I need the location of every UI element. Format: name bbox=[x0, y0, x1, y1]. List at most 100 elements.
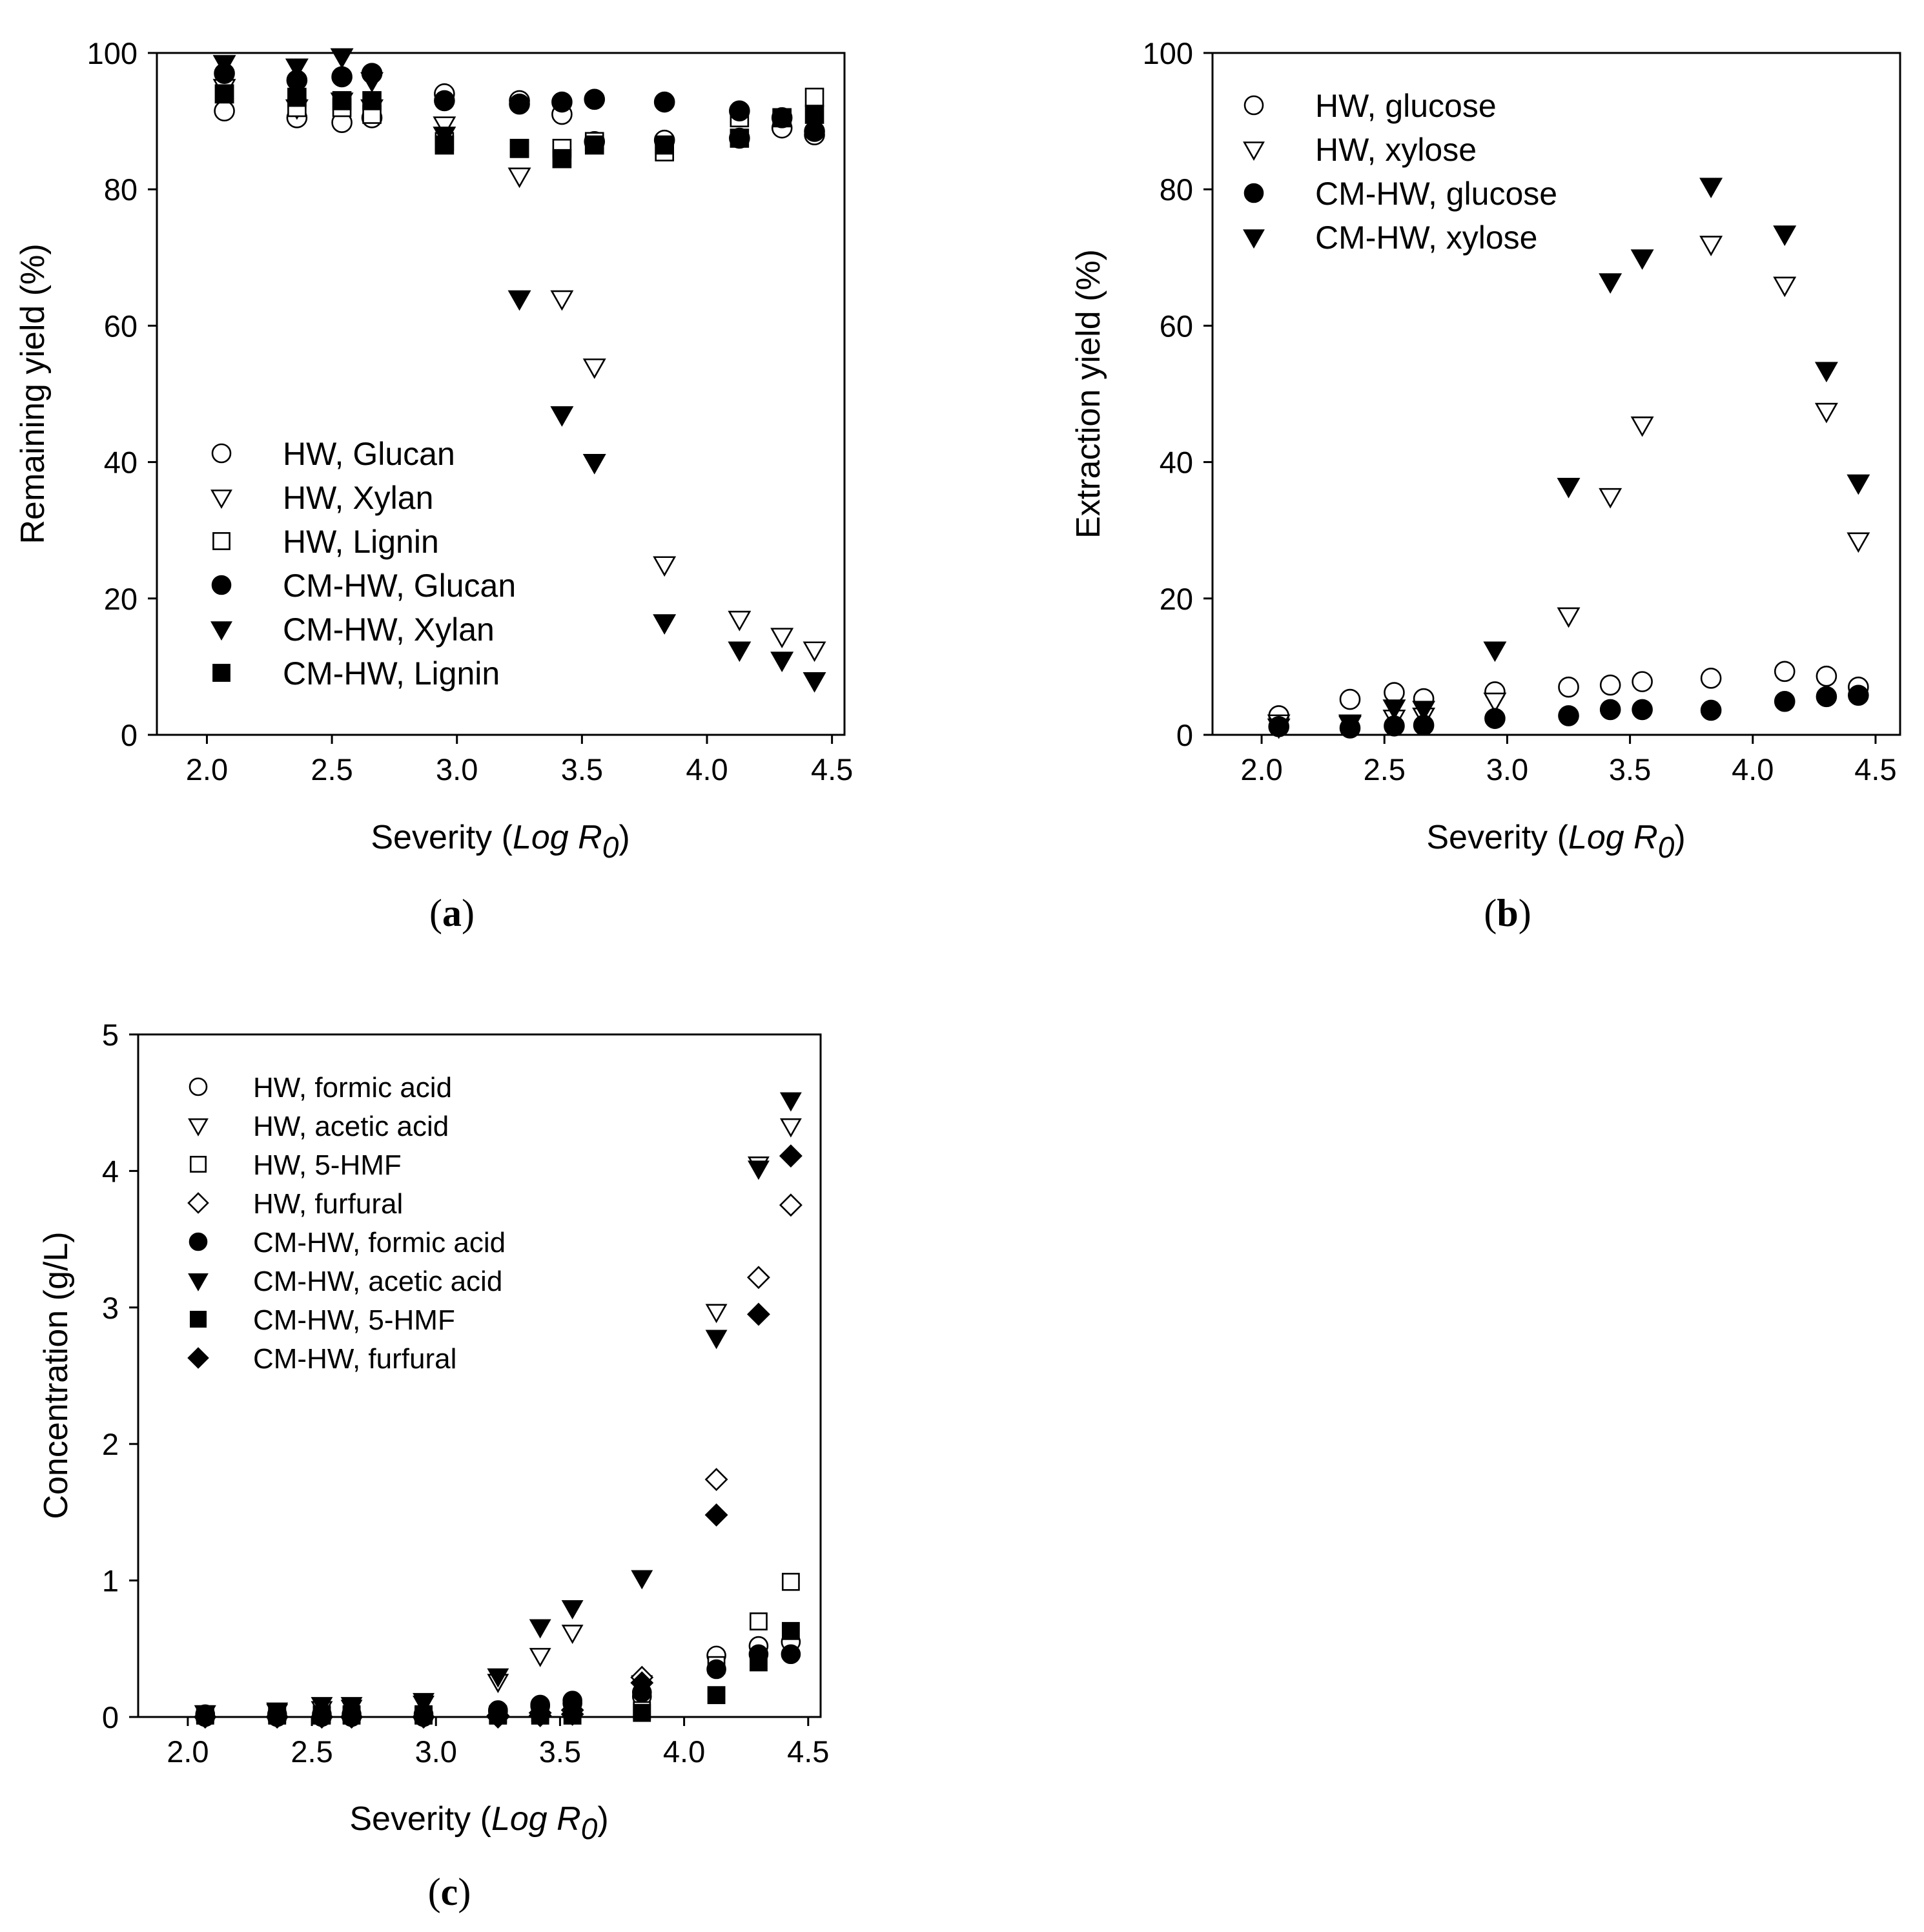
panel-c-x-axis-label-prefix: Severity ( bbox=[349, 1800, 491, 1838]
panel-a-y-tick-label: 60 bbox=[104, 309, 138, 343]
panel-b-point-cm-hw-xylose bbox=[1630, 249, 1654, 270]
panel-a-point-cm-hw-xylan bbox=[360, 72, 384, 93]
panel-c-x-tick-label: 3.5 bbox=[539, 1734, 581, 1769]
panel-c-legend-label: CM-HW, 5-HMF bbox=[253, 1304, 455, 1336]
panel-c-legend-label: CM-HW, acetic acid bbox=[253, 1266, 502, 1297]
panel-c-legend-marker bbox=[188, 1273, 209, 1291]
panel-b-point-cm-hw-xylose bbox=[1773, 225, 1797, 246]
panel-c-legend-marker bbox=[187, 1347, 209, 1369]
panel-c-ticks: 2.0 2.5 3.0 3.5 4.0 4.5 0 1 2 3 4 5 bbox=[102, 1018, 830, 1769]
panel-a-legend: HW, Glucan HW, Xylan HW, Lignin CM-HW, Gluc… bbox=[210, 436, 516, 692]
panel-c-y-axis-label: Concentration (g/L) bbox=[37, 1231, 75, 1519]
panel-a-legend-label: CM-HW, Lignin bbox=[283, 655, 500, 692]
panel-a-x-axis-label-sub: 0 bbox=[602, 830, 619, 864]
panel-a-x-tick-label: 3.0 bbox=[436, 752, 478, 786]
panel-a-point-cm-hw-lignin bbox=[730, 128, 750, 148]
panel-c-legend-label: CM-HW, formic acid bbox=[253, 1227, 506, 1259]
panel-b-point-cm-hw-glucose bbox=[1700, 699, 1722, 721]
panel-a-point-hw-glucan bbox=[214, 100, 235, 122]
panel-a-point-cm-hw-glucan bbox=[729, 100, 750, 122]
panel-b-point-cm-hw-xylose bbox=[1599, 273, 1622, 294]
panel-c-point-cm-hw-furfural bbox=[630, 1671, 654, 1695]
panel-a-legend-marker bbox=[210, 621, 232, 641]
panel-a-legend-item: HW, Glucan bbox=[211, 436, 455, 472]
panel-a-x-axis-label-close: ) bbox=[619, 819, 629, 856]
panel-a-point-cm-hw-glucan bbox=[804, 121, 825, 142]
panel-b-x-axis-label-prefix: Severity ( bbox=[1426, 819, 1568, 856]
panel-c-point-cm-hw-furfural bbox=[486, 1705, 510, 1729]
panel-a-series-cm-hw-lignin bbox=[214, 84, 824, 169]
panel-c-point-hw-furfural bbox=[779, 1193, 803, 1217]
panel-c-point-cm-hw-5-hmf bbox=[750, 1653, 768, 1672]
panel-b-point-cm-hw-glucose bbox=[1484, 708, 1506, 729]
panel-c-point-cm-hw-acetic-acid bbox=[487, 1668, 509, 1688]
panel-c-legend-item: CM-HW, acetic acid bbox=[188, 1266, 502, 1297]
panel-a-point-cm-hw-lignin bbox=[772, 108, 792, 128]
panel-c-point-hw-acetic-acid bbox=[705, 1304, 728, 1324]
panel-a-y-tick-label: 40 bbox=[104, 446, 138, 480]
panel-a-point-cm-hw-xylan bbox=[770, 652, 794, 672]
panel-a-point-cm-hw-glucan bbox=[331, 66, 353, 88]
panel-c-legend-label: HW, 5-HMF bbox=[253, 1149, 402, 1181]
panel-c-point-hw-furfural bbox=[746, 1266, 770, 1290]
panel-b-point-cm-hw-glucose bbox=[1774, 690, 1796, 712]
panel-b-x-tick-label: 3.5 bbox=[1609, 752, 1651, 786]
panel-c-legend-marker bbox=[189, 1156, 207, 1173]
panel-a-point-cm-hw-glucan bbox=[434, 90, 455, 112]
panel-a-x-tick-label: 4.0 bbox=[686, 752, 728, 786]
panel-c-marks bbox=[193, 1092, 803, 1729]
panel-a-label: (a) bbox=[429, 892, 475, 934]
panel-a-y-tick-label: 100 bbox=[87, 36, 138, 70]
panel-c-legend-item: HW, furfural bbox=[187, 1188, 403, 1220]
panel-b-legend-item: HW, glucose bbox=[1243, 88, 1497, 124]
panel-c-legend-marker bbox=[189, 1311, 207, 1328]
panel-c-y-tick-label: 0 bbox=[102, 1700, 119, 1734]
panel-b-x-tick-label: 2.5 bbox=[1364, 752, 1406, 786]
panel-c-series-cm-hw-acetic-acid bbox=[194, 1092, 802, 1725]
panel-c-point-cm-hw-furfural bbox=[265, 1705, 289, 1729]
panel-b-point-cm-hw-xylose bbox=[1412, 701, 1436, 722]
panel-c-point-cm-hw-5-hmf bbox=[633, 1703, 651, 1722]
panel-c-legend-label: HW, furfural bbox=[253, 1188, 403, 1220]
panel-b-y-axis-label: Extraction yield (%) bbox=[1070, 249, 1107, 539]
panel-a-point-cm-hw-glucan bbox=[551, 91, 573, 113]
panel-c-point-cm-hw-acetic-acid bbox=[561, 1600, 584, 1619]
panel-b-y-tick-label: 0 bbox=[1176, 718, 1193, 752]
panel-a-legend-item: HW, Lignin bbox=[212, 524, 439, 560]
panel-a-y-tick-label: 0 bbox=[121, 718, 138, 752]
panel-a-legend-item: HW, Xylan bbox=[210, 480, 433, 516]
panel-c-point-cm-hw-acetic-acid bbox=[747, 1160, 770, 1180]
panel-c-y-tick-label: 3 bbox=[102, 1291, 119, 1325]
panel-c-label-letter: c bbox=[441, 1871, 458, 1913]
panel-a-ticks: 2.0 2.5 3.0 3.5 4.0 4.5 0 20 40 60 80 100 bbox=[87, 36, 854, 786]
panel-c-point-cm-hw-acetic-acid bbox=[705, 1330, 728, 1350]
panel-b-point-cm-hw-xylose bbox=[1382, 699, 1406, 720]
panel-b-point-cm-hw-glucose bbox=[1632, 699, 1653, 721]
panel-b-legend: HW, glucose HW, xylose CM-HW, glucose CM-HW… bbox=[1243, 88, 1557, 256]
panel-b-point-cm-hw-glucose bbox=[1816, 686, 1837, 708]
panel-a-point-cm-hw-lignin bbox=[804, 105, 824, 124]
panel-b-legend-label: HW, glucose bbox=[1315, 88, 1497, 124]
panel-b-point-cm-hw-glucose bbox=[1599, 699, 1621, 721]
panel-a-point-cm-hw-glucan bbox=[584, 88, 606, 110]
panel-c-point-cm-hw-acetic-acid bbox=[779, 1092, 802, 1112]
panel-a-point-cm-hw-lignin bbox=[287, 87, 307, 107]
panel-c-point-hw-furfural bbox=[704, 1468, 728, 1492]
panel-c-legend-item: HW, formic acid bbox=[189, 1072, 452, 1104]
panel-a-point-cm-hw-lignin bbox=[332, 91, 352, 110]
panel-b-x-tick-label: 4.5 bbox=[1854, 752, 1896, 786]
panel-a-x-tick-label: 3.5 bbox=[561, 752, 603, 786]
panel-b-point-hw-xylose bbox=[1773, 276, 1797, 298]
panel-a-point-hw-xylan bbox=[803, 641, 826, 663]
panel-c-point-cm-hw-acetic-acid bbox=[631, 1570, 653, 1590]
panel-a-x-tick-label: 4.5 bbox=[811, 752, 853, 786]
panel-a-legend-label: HW, Lignin bbox=[283, 524, 439, 560]
panel-a-x-tick-label: 2.5 bbox=[311, 752, 353, 786]
panel-b-legend-item: HW, xylose bbox=[1243, 132, 1477, 168]
panel-c-legend: HW, formic acid HW, acetic acid HW, 5-HMF H… bbox=[187, 1072, 506, 1375]
panel-b-legend-item: CM-HW, xylose bbox=[1243, 220, 1537, 256]
panel-a-legend-marker bbox=[211, 443, 232, 464]
panel-b-extraction-yield: 2.0 2.5 3.0 3.5 4.0 4.5 0 20 40 60 80 100 Extractio… bbox=[1070, 36, 1901, 934]
panel-b-point-cm-hw-xylose bbox=[1338, 714, 1362, 735]
panel-a-point-hw-xylan bbox=[582, 358, 606, 379]
